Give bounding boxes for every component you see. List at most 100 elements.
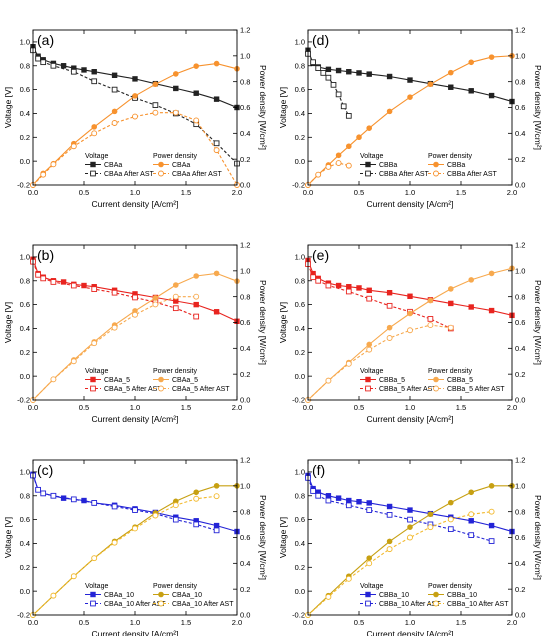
legend-title-voltage: Voltage	[85, 153, 108, 160]
series-line-cbba-10-power	[307, 485, 512, 616]
x-tick-label: 0.0	[28, 188, 38, 197]
x-tick-label: 1.5	[456, 618, 466, 627]
data-point	[35, 271, 41, 278]
y-left-tick-label: 1.0	[20, 38, 30, 47]
data-point	[172, 293, 179, 300]
legend-label: CBAa After AST	[104, 171, 155, 178]
legend-title-voltage: Voltage	[85, 368, 108, 375]
y-right-tick-label: 0.4	[240, 129, 250, 138]
series-group	[305, 257, 515, 403]
legend-title-power: Power density	[153, 368, 197, 375]
data-point	[386, 546, 393, 553]
data-point	[40, 59, 47, 66]
y-left-tick-label: -0.2	[17, 396, 30, 405]
plot-frame	[32, 244, 238, 401]
legend-title-power: Power density	[153, 583, 197, 590]
panel-label: (c)	[37, 462, 53, 478]
legend-marker	[433, 600, 439, 607]
legend-label: CBBa_5 After AST	[379, 386, 437, 393]
data-point	[91, 130, 98, 137]
y-right-tick-label: 1.2	[515, 26, 525, 35]
y-right-tick-label: 0.6	[240, 533, 250, 542]
x-tick-label: 1.0	[405, 403, 415, 412]
data-point	[193, 301, 199, 308]
data-point	[132, 294, 138, 301]
data-point	[40, 171, 47, 178]
x-tick-label: 2.0	[232, 188, 242, 197]
y-right-tick-label: 0.8	[240, 292, 250, 301]
legend-marker	[433, 385, 439, 392]
data-point	[91, 500, 98, 506]
x-tick-label: 1.0	[130, 618, 140, 627]
y-right-axis-label: Power density [W/cm²]	[258, 280, 268, 365]
data-point	[468, 518, 474, 524]
data-point	[70, 68, 77, 75]
legend: Voltage Power density CBAa_5 CBAa_5 After A…	[85, 368, 230, 393]
data-point	[325, 493, 332, 499]
data-point	[488, 92, 495, 99]
legend: Voltage Power density CBBa_5 CBBa_5 After A…	[360, 368, 505, 393]
panel-label: (d)	[312, 32, 329, 48]
data-point	[172, 109, 179, 116]
data-point	[335, 152, 342, 159]
x-tick-label: 1.5	[456, 188, 466, 197]
data-point	[50, 279, 57, 285]
data-point	[427, 81, 434, 88]
data-point	[111, 86, 118, 93]
legend-label: CBAa_10	[104, 592, 134, 599]
data-point	[315, 492, 322, 499]
legend: Voltage Power density CBBa CBBa After AST CB…	[360, 153, 498, 178]
legend-marker	[90, 591, 96, 598]
y-right-tick-label: 0.2	[515, 155, 525, 164]
y-left-tick-label: 0.0	[20, 587, 30, 596]
legend-label: CBAa	[104, 162, 122, 169]
y-left-tick-label: 0.8	[20, 276, 30, 285]
y-right-tick-label: 0.0	[515, 181, 525, 190]
legend-label: CBBa_5 After AST	[447, 386, 505, 393]
data-point	[213, 140, 220, 147]
data-point	[213, 527, 220, 534]
panel-label: (b)	[37, 247, 54, 263]
data-point	[366, 560, 373, 567]
data-point	[60, 63, 67, 69]
data-point	[488, 538, 495, 544]
y-left-axis-label: Voltage [V]	[3, 302, 13, 343]
y-left-axis-label: Voltage [V]	[3, 517, 13, 558]
y-left-tick-label: 0.8	[295, 276, 305, 285]
legend-marker	[158, 170, 164, 177]
data-point	[132, 113, 138, 120]
data-point	[448, 84, 454, 90]
data-point	[488, 483, 495, 489]
y-right-tick-label: 0.2	[240, 585, 250, 594]
y-right-tick-label: 0.2	[515, 585, 525, 594]
chart-panel-5: 0.0 0.5 1.0 1.5 2.0-0.20.00.20.40.60.81.00.0…	[3, 456, 268, 636]
y-left-tick-label: 0.0	[295, 587, 305, 596]
legend-label: CBAa_10 After AST	[104, 601, 166, 608]
data-point	[193, 90, 199, 96]
legend-marker	[90, 376, 96, 383]
x-tick-label: 1.0	[130, 188, 140, 197]
y-right-tick-label: 0.8	[515, 292, 525, 301]
data-point	[50, 62, 57, 69]
data-point	[152, 301, 159, 308]
legend-title-voltage: Voltage	[360, 583, 383, 590]
data-point	[310, 274, 316, 281]
y-left-tick-label: -0.2	[17, 611, 30, 620]
y-left-tick-label: 0.0	[295, 372, 305, 381]
legend-marker	[365, 161, 371, 168]
data-point	[427, 297, 434, 304]
data-point	[111, 120, 118, 126]
y-right-tick-label: 1.0	[240, 51, 250, 60]
chart-panel-2: 0.0 0.5 1.0 1.5 2.0-0.20.00.20.40.60.81.00.0…	[278, 26, 543, 209]
data-point	[468, 88, 474, 94]
x-tick-label: 0.5	[79, 403, 89, 412]
data-point	[315, 171, 322, 178]
y-left-tick-label: 0.6	[295, 85, 305, 94]
data-point	[447, 69, 454, 76]
data-point	[468, 532, 475, 538]
chart-panel-6: 0.0 0.5 1.0 1.5 2.0-0.20.00.20.40.60.81.00.0…	[278, 456, 543, 636]
data-point	[366, 507, 373, 513]
y-left-tick-label: 0.2	[295, 348, 305, 357]
data-point	[213, 60, 220, 67]
legend: Voltage Power density CBBa_10 CBBa_10 After…	[360, 583, 509, 608]
